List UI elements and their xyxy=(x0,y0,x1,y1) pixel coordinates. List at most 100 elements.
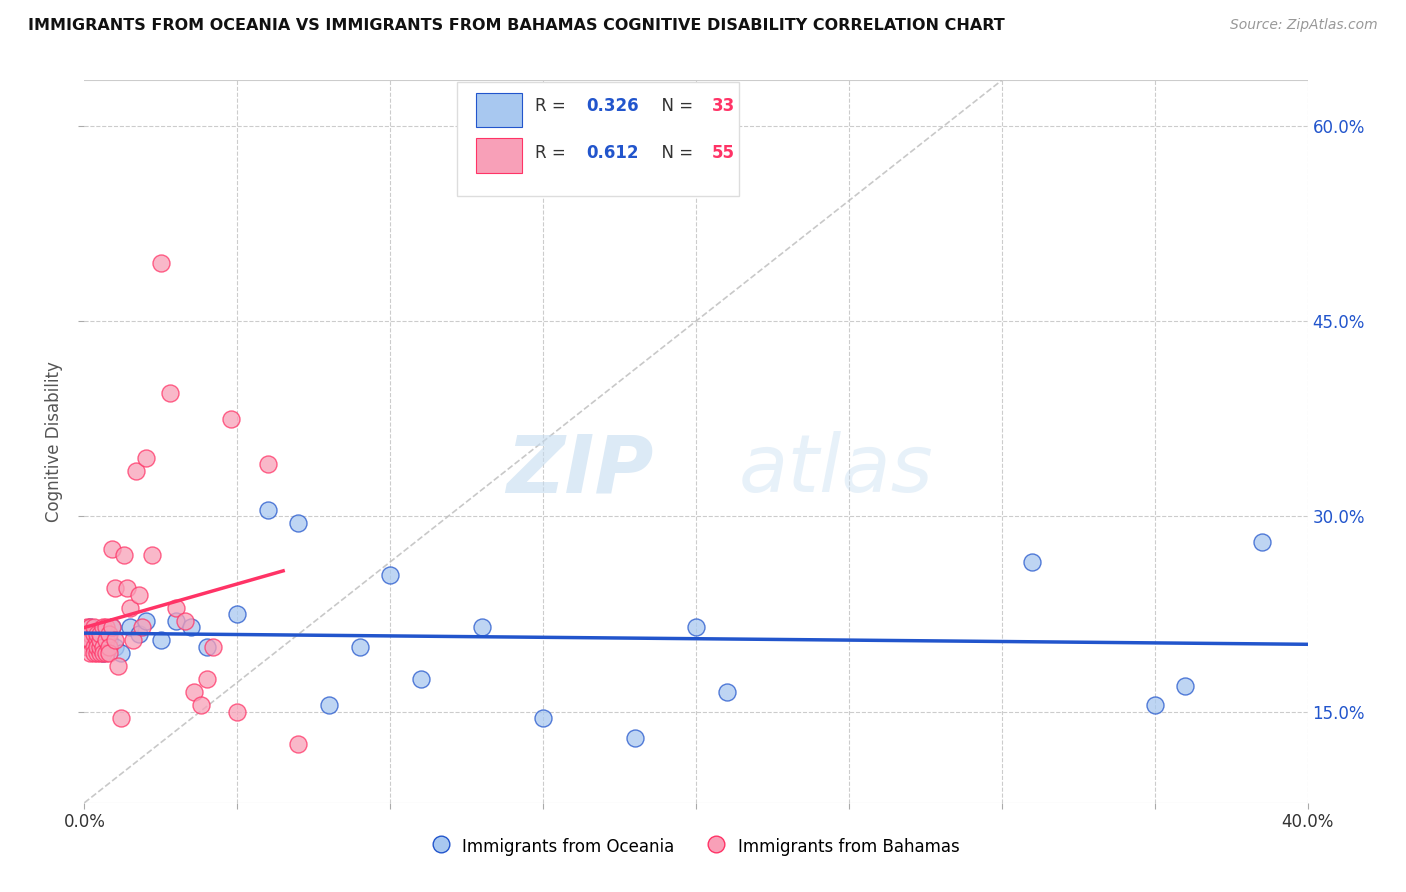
Point xyxy=(83,646,105,660)
Point xyxy=(226,607,249,621)
Point xyxy=(83,626,105,640)
Text: atlas: atlas xyxy=(738,432,934,509)
Point xyxy=(94,620,117,634)
Point xyxy=(122,633,145,648)
Text: 33: 33 xyxy=(711,96,735,114)
Point xyxy=(125,464,148,478)
Legend: Immigrants from Oceania, Immigrants from Bahamas: Immigrants from Oceania, Immigrants from… xyxy=(426,830,966,863)
Text: N =: N = xyxy=(651,96,699,114)
Point xyxy=(104,633,127,648)
Y-axis label: Cognitive Disability: Cognitive Disability xyxy=(45,361,63,522)
Point xyxy=(76,620,98,634)
Point xyxy=(94,640,117,654)
Point xyxy=(409,672,432,686)
Point xyxy=(149,255,172,269)
Point xyxy=(716,685,738,699)
Point xyxy=(86,633,108,648)
Point xyxy=(131,620,153,634)
Point xyxy=(128,587,150,601)
Point xyxy=(83,620,105,634)
Point xyxy=(79,646,101,660)
Point xyxy=(86,640,108,654)
Point xyxy=(120,620,142,634)
Point xyxy=(190,698,212,713)
Point xyxy=(174,614,197,628)
Point xyxy=(110,646,132,660)
Point xyxy=(94,633,117,648)
Point xyxy=(79,626,101,640)
Point xyxy=(110,711,132,725)
Point xyxy=(79,633,101,648)
Point xyxy=(135,450,157,465)
Text: 0.612: 0.612 xyxy=(586,144,638,161)
Text: N =: N = xyxy=(651,144,699,161)
Point xyxy=(97,646,120,660)
Point xyxy=(101,620,124,634)
Point xyxy=(149,633,172,648)
Point xyxy=(115,581,138,595)
Point xyxy=(165,600,187,615)
Point xyxy=(195,640,218,654)
Text: ZIP: ZIP xyxy=(506,432,654,509)
Point xyxy=(79,620,101,634)
Point xyxy=(195,672,218,686)
Point xyxy=(91,640,114,654)
Point xyxy=(89,626,111,640)
Point xyxy=(97,633,120,648)
Point xyxy=(97,626,120,640)
Point xyxy=(135,614,157,628)
Text: 55: 55 xyxy=(711,144,735,161)
Point xyxy=(257,458,280,472)
Point xyxy=(76,633,98,648)
Point xyxy=(91,646,114,660)
Point xyxy=(1174,679,1197,693)
Point xyxy=(101,620,124,634)
Point xyxy=(165,614,187,628)
Point xyxy=(120,600,142,615)
FancyBboxPatch shape xyxy=(457,82,738,196)
Point xyxy=(79,620,101,634)
Point xyxy=(141,549,163,563)
Point xyxy=(83,640,105,654)
Point xyxy=(159,385,181,400)
Text: R =: R = xyxy=(534,96,571,114)
Point xyxy=(89,626,111,640)
Point xyxy=(380,568,402,582)
FancyBboxPatch shape xyxy=(475,138,522,173)
Point xyxy=(86,626,108,640)
Text: Source: ZipAtlas.com: Source: ZipAtlas.com xyxy=(1230,18,1378,32)
Point xyxy=(226,705,249,719)
Point xyxy=(97,640,120,654)
Point xyxy=(201,640,224,654)
Point xyxy=(91,646,114,660)
Point xyxy=(531,711,554,725)
Text: IMMIGRANTS FROM OCEANIA VS IMMIGRANTS FROM BAHAMAS COGNITIVE DISABILITY CORRELAT: IMMIGRANTS FROM OCEANIA VS IMMIGRANTS FR… xyxy=(28,18,1005,33)
Point xyxy=(76,640,98,654)
Point xyxy=(183,685,205,699)
Point xyxy=(685,620,707,634)
Point xyxy=(112,549,135,563)
Point xyxy=(219,411,242,425)
Point xyxy=(128,626,150,640)
Point xyxy=(287,516,309,530)
Point xyxy=(104,581,127,595)
Point xyxy=(101,541,124,556)
Text: R =: R = xyxy=(534,144,571,161)
Point xyxy=(471,620,494,634)
Point xyxy=(86,646,108,660)
FancyBboxPatch shape xyxy=(475,93,522,128)
Point xyxy=(180,620,202,634)
Point xyxy=(1021,555,1043,569)
Point xyxy=(89,640,111,654)
Point xyxy=(318,698,340,713)
Point xyxy=(104,640,127,654)
Point xyxy=(91,620,114,634)
Point xyxy=(94,646,117,660)
Point xyxy=(89,633,111,648)
Point xyxy=(83,640,105,654)
Text: 0.326: 0.326 xyxy=(586,96,638,114)
Point xyxy=(257,503,280,517)
Point xyxy=(86,633,108,648)
Point xyxy=(89,646,111,660)
Point xyxy=(349,640,371,654)
